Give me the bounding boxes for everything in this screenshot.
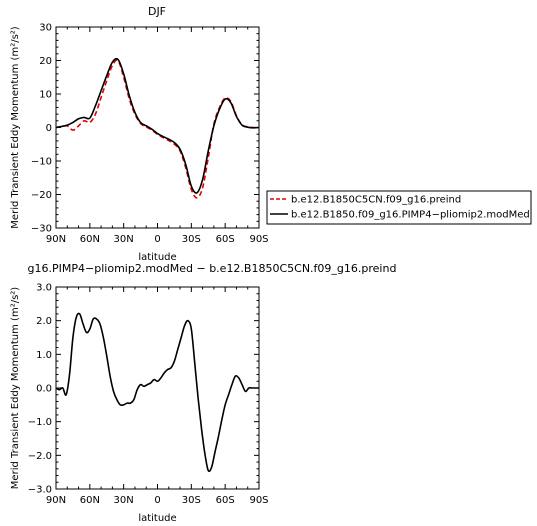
x-tick-label: 0 <box>154 495 160 506</box>
y-tick-label: 30 <box>39 23 52 34</box>
chart-title: g16.PIMP4−pliomip2.modMed − b.e12.B1850C… <box>28 262 397 275</box>
x-tick-label: 90S <box>249 495 268 506</box>
x-tick-label: 0 <box>154 234 160 245</box>
legend-box <box>266 190 532 225</box>
x-tick-label: 30N <box>114 495 134 506</box>
series-line-2 <box>56 57 259 194</box>
chart-panel-1: 90N 60N 30N 0 30S 60S 90S −30 −20 −10 0 10 20 30 DJF la… <box>10 5 532 263</box>
y-tick-label: 1.0 <box>36 350 52 361</box>
y-tick-label: 2.0 <box>36 316 52 327</box>
x-tick-label: 90S <box>249 234 268 245</box>
y-axis-label: Merid Transient Eddy Momentum (m²/s²) <box>10 287 21 489</box>
x-axis-label: latitude <box>138 252 176 263</box>
y-tick-label: −10 <box>31 157 52 168</box>
y-tick-label: 3.0 <box>36 283 52 294</box>
y-tick-label: −20 <box>31 190 52 201</box>
x-tick-label: 60S <box>216 234 235 245</box>
y-tick-label: 10 <box>39 90 52 101</box>
x-tick-label: 60N <box>80 234 100 245</box>
y-axis-label: Merid Transient Eddy Momentum (m²/s²) <box>10 26 21 228</box>
x-tick-label: 30N <box>114 234 134 245</box>
y-tick-label: −30 <box>31 224 52 235</box>
chart-panel-2: 90N 60N 30N 0 30S 60S 90S −3.0 −2.0 −1.0 0.0 1.0 2.0… <box>10 262 396 524</box>
y-tick-label: 20 <box>39 56 52 67</box>
y-tick-label: −2.0 <box>28 451 52 462</box>
x-tick-label: 60N <box>80 495 100 506</box>
y-tick-label: 0.0 <box>36 384 52 395</box>
legend: b.e12.B1850C5CN.f09_g16.preind b.e12.B185… <box>266 190 532 225</box>
x-tick-label: 90N <box>46 234 66 245</box>
x-tick-label: 30S <box>182 495 201 506</box>
series-line-1 <box>56 312 259 473</box>
x-tick-label: 90N <box>46 495 66 506</box>
x-tick-label: 60S <box>216 495 235 506</box>
plot-frame <box>55 286 260 490</box>
x-axis-label: latitude <box>138 513 176 524</box>
series-line-1 <box>56 59 259 199</box>
x-tick-label: 30S <box>182 234 201 245</box>
y-tick-label: −1.0 <box>28 417 52 428</box>
y-tick-label: −3.0 <box>28 485 52 496</box>
legend-label: b.e12.B1850.f09_g16.PIMP4−pliomip2.modMe… <box>291 210 530 221</box>
legend-label: b.e12.B1850C5CN.f09_g16.preind <box>291 195 461 206</box>
chart-title: DJF <box>148 5 166 18</box>
plot-frame <box>55 26 260 229</box>
y-tick-label: 0 <box>46 123 52 134</box>
